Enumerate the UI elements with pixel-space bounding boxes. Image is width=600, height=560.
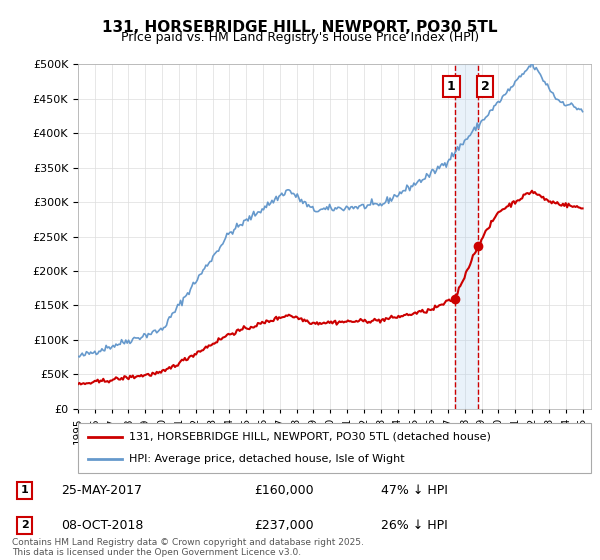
Text: £237,000: £237,000: [254, 519, 314, 531]
Text: 47% ↓ HPI: 47% ↓ HPI: [380, 484, 448, 497]
Text: 1: 1: [20, 486, 28, 496]
FancyBboxPatch shape: [78, 423, 591, 473]
Text: £160,000: £160,000: [254, 484, 314, 497]
Text: 25-MAY-2017: 25-MAY-2017: [61, 484, 142, 497]
Text: HPI: Average price, detached house, Isle of Wight: HPI: Average price, detached house, Isle…: [130, 454, 405, 464]
Text: 08-OCT-2018: 08-OCT-2018: [61, 519, 143, 531]
Text: Contains HM Land Registry data © Crown copyright and database right 2025.
This d: Contains HM Land Registry data © Crown c…: [12, 538, 364, 557]
Text: Price paid vs. HM Land Registry's House Price Index (HPI): Price paid vs. HM Land Registry's House …: [121, 31, 479, 44]
Bar: [455, 64, 478, 409]
Text: 26% ↓ HPI: 26% ↓ HPI: [380, 519, 448, 531]
Text: 2: 2: [481, 80, 490, 93]
Text: 131, HORSEBRIDGE HILL, NEWPORT, PO30 5TL (detached house): 131, HORSEBRIDGE HILL, NEWPORT, PO30 5TL…: [130, 432, 491, 442]
Text: 131, HORSEBRIDGE HILL, NEWPORT, PO30 5TL: 131, HORSEBRIDGE HILL, NEWPORT, PO30 5TL: [102, 20, 498, 35]
Text: 2: 2: [20, 520, 28, 530]
Text: 1: 1: [447, 80, 456, 93]
